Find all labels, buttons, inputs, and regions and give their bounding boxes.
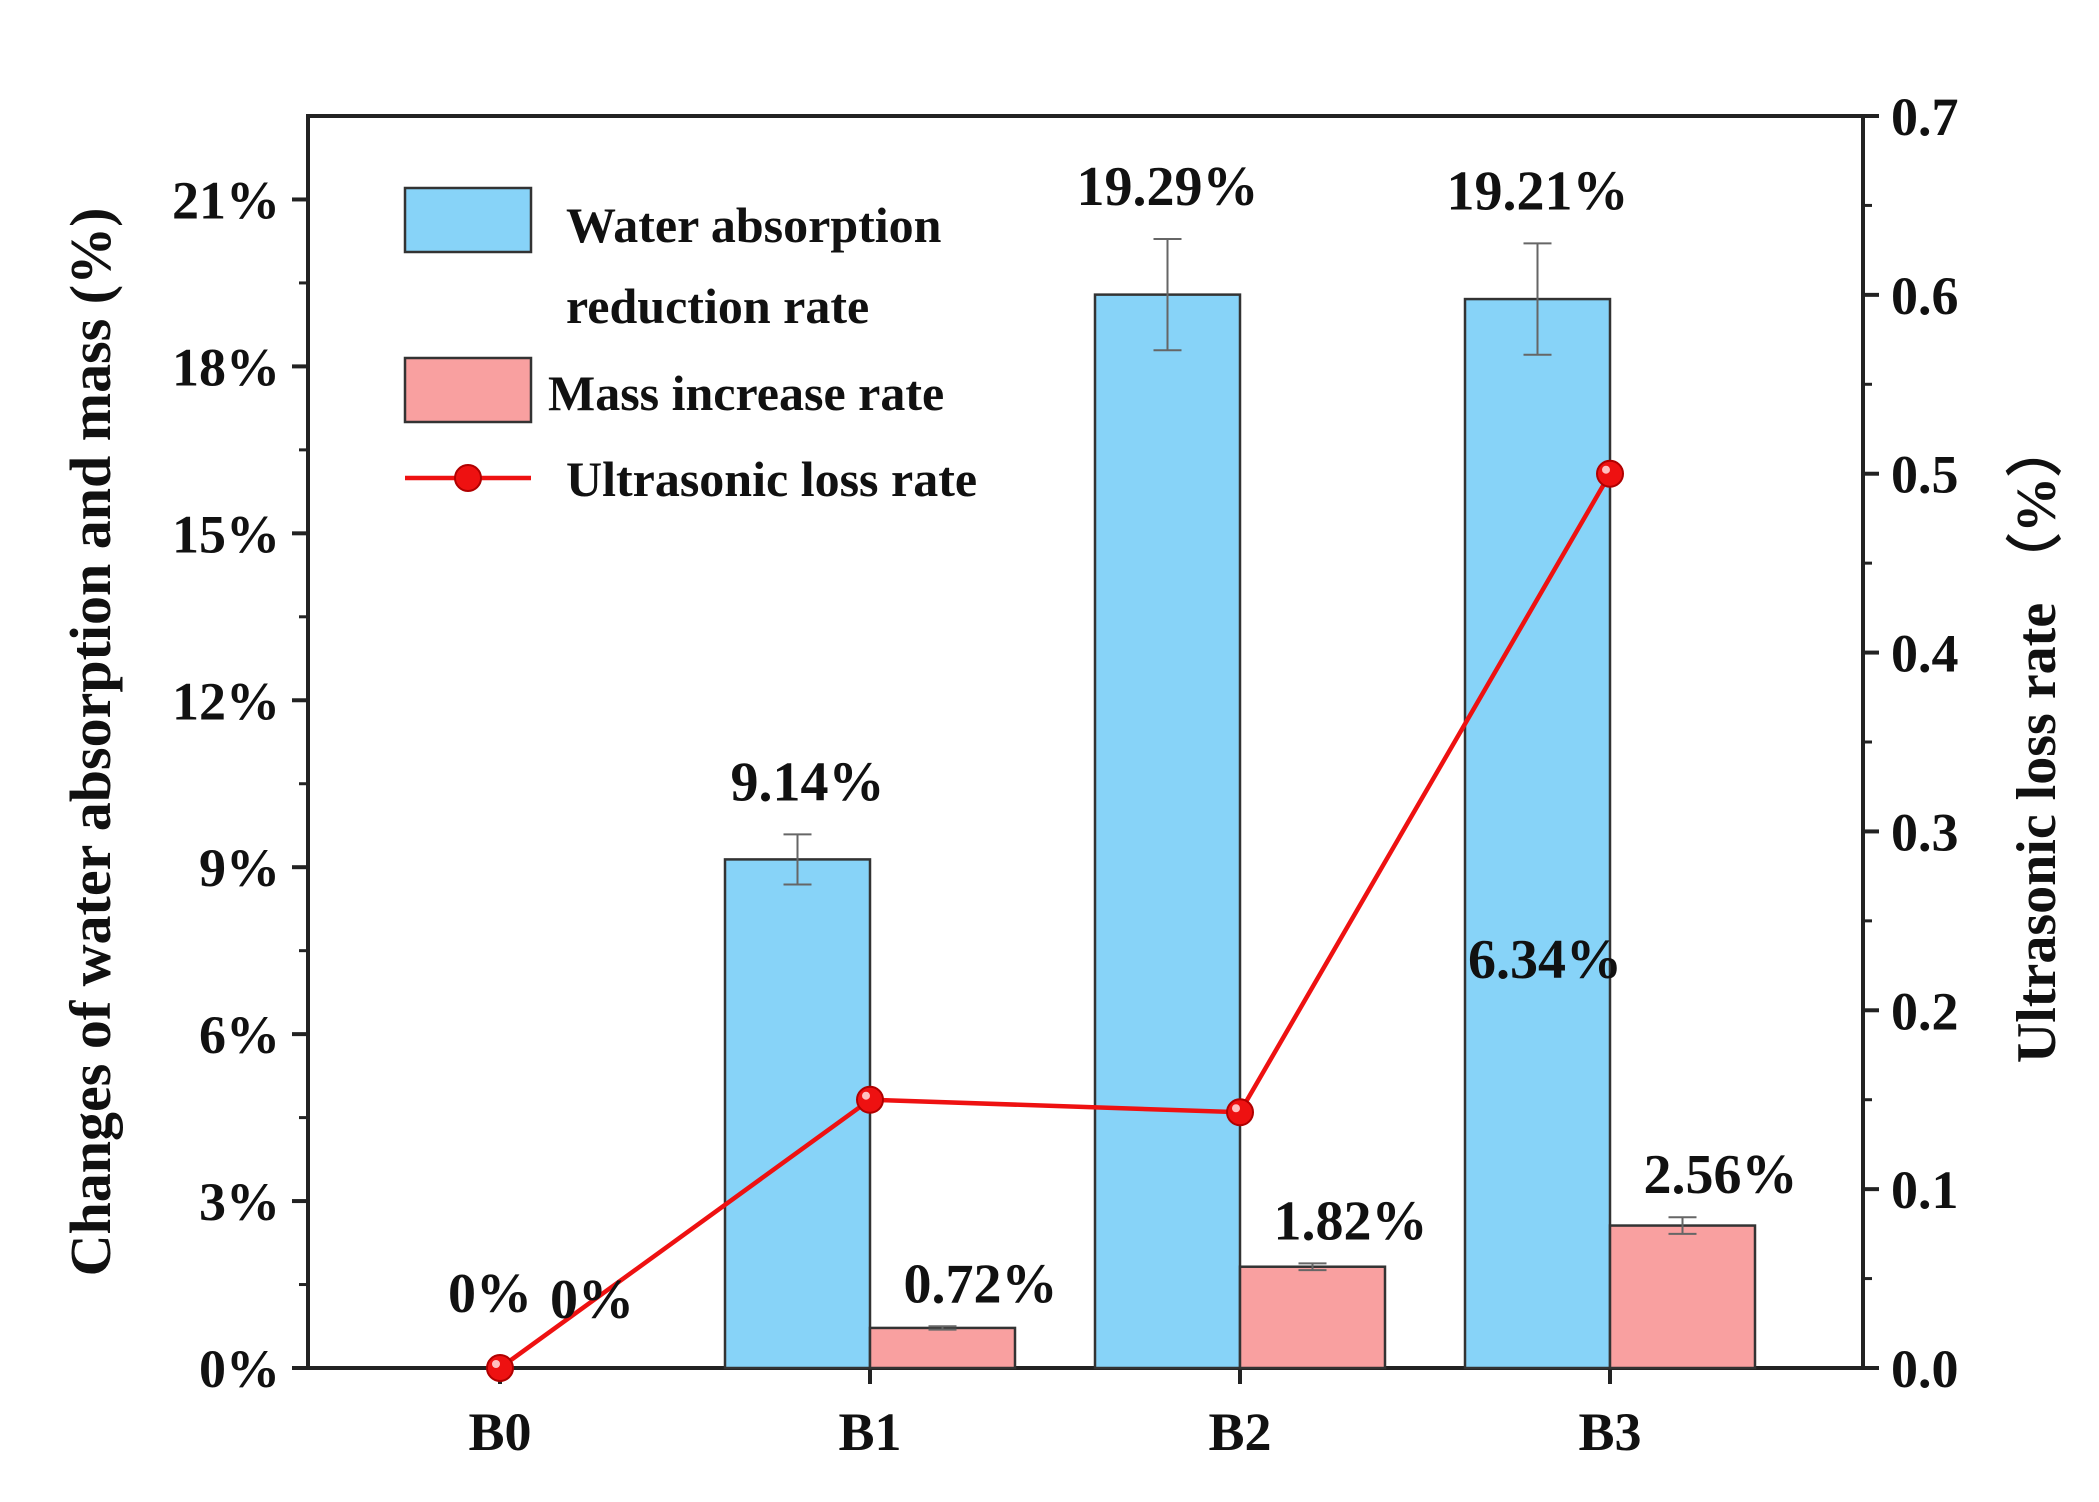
left-tick-label: 21% [172, 170, 280, 230]
left-tick-label: 15% [172, 504, 280, 564]
loss-line [486, 459, 1624, 1382]
left-axis-ticks: 0% 3% 6% 9% 12% 15% 18% 21% [172, 170, 308, 1399]
water-absorption-label: 19.29% [1077, 156, 1259, 218]
legend-label-water: Water absorption [566, 197, 942, 253]
x-tick-label: B3 [1578, 1402, 1641, 1462]
right-tick-label: 0.5 [1891, 445, 1959, 505]
left-tick-label: 9% [199, 838, 280, 898]
mass-increase-bar [868, 1326, 1017, 1370]
right-axis-title: Ultrasonic loss rate （%） [2005, 421, 2068, 1063]
plot-frame [306, 114, 1865, 1370]
left-tick-label: 6% [199, 1005, 280, 1065]
mass-increase-label: 0.72% [904, 1253, 1058, 1315]
loss-point-highlight [1232, 1104, 1240, 1113]
data-labels: 0% 0% 9.14% 0.72% 19.29% 1.82% 19.21% 2.56% 6.34… [448, 156, 1798, 1331]
loss-point-highlight [1602, 465, 1610, 474]
loss-point [856, 1085, 884, 1114]
water-absorption-label: 19.21% [1447, 160, 1629, 222]
loss-point [1596, 459, 1624, 488]
right-tick-label: 0.7 [1891, 87, 1959, 147]
loss-point-highlight [862, 1091, 870, 1100]
x-axis-ticks: B0 B1 B2 B3 [468, 1368, 1642, 1462]
left-tick-label: 3% [199, 1172, 280, 1232]
left-axis-title: Changes of water absorption and mass (%) [58, 208, 123, 1277]
right-tick-label: 0.6 [1891, 266, 1959, 326]
legend-swatch-mass [403, 356, 533, 424]
mass-increase-bar [1238, 1265, 1387, 1370]
left-tick-label: 12% [172, 671, 280, 731]
mass-increase-bar [1608, 1224, 1757, 1370]
right-tick-label: 0.1 [1891, 1160, 1959, 1220]
right-axis-ticks: 0.0 0.1 0.2 0.3 0.4 0.5 0.6 0.7 [1863, 87, 1959, 1399]
x-tick-label: B0 [468, 1402, 531, 1462]
right-tick-label: 0.4 [1891, 624, 1959, 684]
loss-point [486, 1354, 514, 1382]
water-absorption-bar [1093, 293, 1242, 1370]
bars [723, 237, 1757, 1370]
legend-swatch-water [403, 186, 533, 254]
mass-increase-label: 1.82% [1274, 1190, 1428, 1252]
x-tick-label: B1 [838, 1402, 901, 1462]
loss-point-highlight [492, 1360, 500, 1368]
loss-line-path [498, 472, 1612, 1370]
water-absorption-label: 9.14% [731, 751, 885, 813]
left-tick-label: 0% [199, 1339, 280, 1399]
mass-increase-label: 2.56% [1644, 1144, 1798, 1206]
legend-marker-loss [454, 464, 482, 492]
legend-label-water: reduction rate [566, 278, 869, 334]
water-absorption-bar [1463, 297, 1612, 1370]
loss-label: 6.34% [1468, 929, 1622, 991]
legend-label-loss: Ultrasonic loss rate [566, 451, 977, 507]
right-tick-label: 0.3 [1891, 802, 1959, 862]
mass-increase-label: 0% [550, 1269, 634, 1331]
right-tick-label: 0.2 [1891, 981, 1959, 1041]
loss-point [1226, 1098, 1254, 1127]
water-absorption-label: 0% [448, 1263, 532, 1325]
right-tick-label: 0.0 [1891, 1339, 1959, 1399]
legend-label-mass: Mass increase rate [548, 365, 944, 421]
x-tick-label: B2 [1208, 1402, 1271, 1462]
legend: Water absorption reduction rate Mass incre… [403, 186, 977, 507]
left-tick-label: 18% [172, 337, 280, 397]
